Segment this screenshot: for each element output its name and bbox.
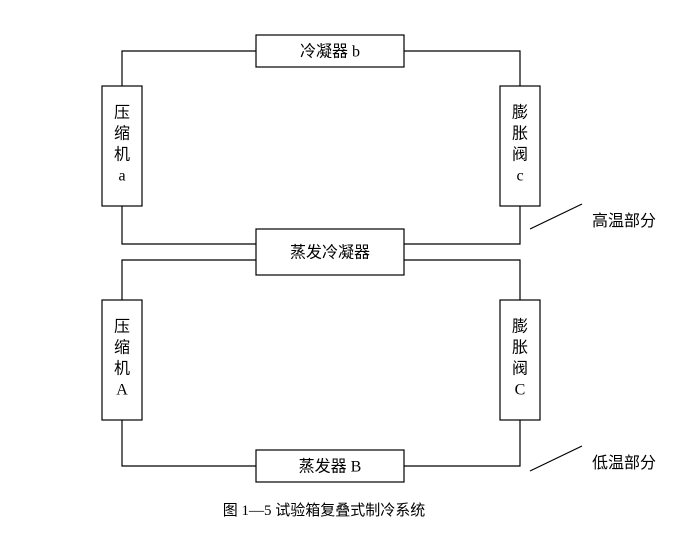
- node-label: 机: [114, 146, 130, 164]
- connector-line: [122, 260, 256, 300]
- node-label: 缩: [114, 339, 130, 357]
- annotation-label: 低温部分: [592, 454, 656, 472]
- node-label: 压: [114, 319, 130, 336]
- node-label: 缩: [114, 125, 130, 143]
- node-label: 阀: [512, 360, 528, 378]
- annotation-slash: [530, 204, 582, 229]
- node-condenser_b: 冷凝器 b: [256, 35, 404, 67]
- node-label: 蒸发器 B: [299, 458, 362, 476]
- node-expansion_C: 膨胀阀C: [500, 300, 540, 420]
- node-expansion_c: 膨胀阀c: [500, 86, 540, 206]
- node-label: 蒸发冷凝器: [290, 244, 370, 262]
- node-evap_cond: 蒸发冷凝器: [256, 229, 404, 275]
- node-compressor_A: 压缩机A: [102, 300, 142, 420]
- node-label: 胀: [512, 339, 528, 357]
- node-label: 压: [114, 105, 130, 122]
- node-label: c: [516, 168, 523, 185]
- node-label: 膨: [512, 104, 528, 122]
- connector-line: [122, 51, 256, 86]
- node-compressor_a: 压缩机a: [102, 86, 142, 206]
- connector-line: [404, 206, 520, 244]
- node-label: C: [515, 382, 526, 399]
- node-evaporator_B: 蒸发器 B: [256, 450, 404, 482]
- connector-line: [404, 51, 520, 86]
- connector-line: [404, 420, 520, 466]
- node-label: 阀: [512, 146, 528, 164]
- node-label: 胀: [512, 125, 528, 143]
- connector-line: [122, 206, 256, 244]
- annotation-label: 高温部分: [592, 212, 656, 230]
- node-label: A: [116, 382, 128, 399]
- connector-line: [404, 260, 520, 300]
- connector-line: [122, 420, 256, 466]
- figure-caption: 图 1—5 试验箱复叠式制冷系统: [223, 501, 426, 519]
- annotation-slash: [530, 446, 582, 471]
- node-label: 冷凝器 b: [300, 43, 360, 61]
- node-label: 膨: [512, 318, 528, 336]
- node-label: a: [118, 168, 125, 185]
- node-label: 机: [114, 360, 130, 378]
